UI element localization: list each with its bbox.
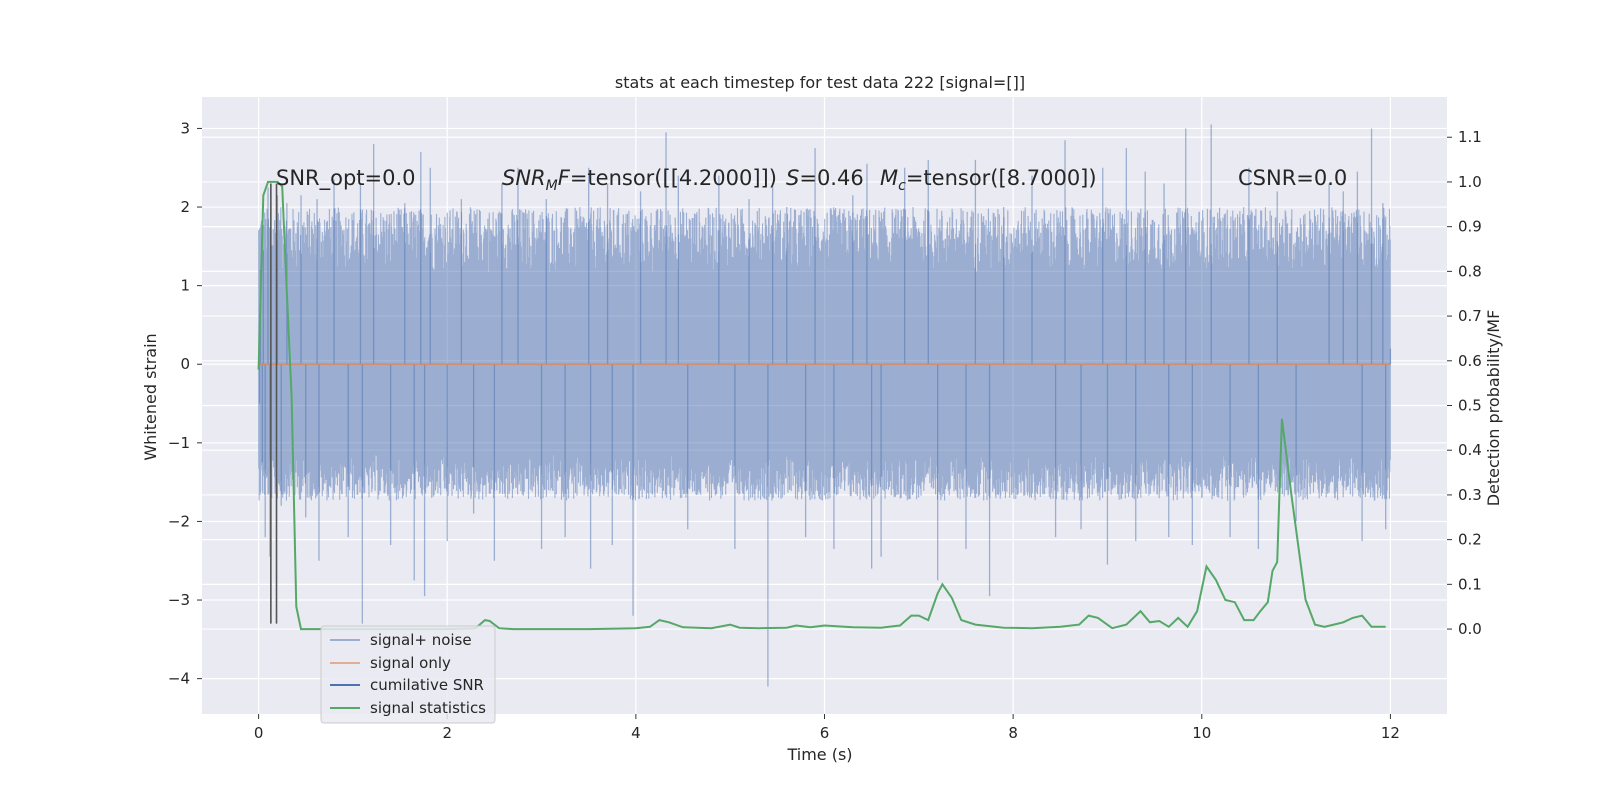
annotation-snr-mf: SNRMF=tensor([[4.2000]]) [502, 166, 777, 194]
text-layer: stats at each timestep for test data 222… [141, 73, 1503, 764]
y-tick-label-right: 0.3 [1458, 486, 1482, 504]
y-tick-label-right: 0.4 [1458, 441, 1482, 459]
signal-noise-band [258, 207, 1391, 501]
snr-mf-value: =tensor([[4.2000]]) [570, 166, 777, 190]
snr-mf-mid: F [558, 166, 571, 190]
snr-mf-sub: M [546, 178, 558, 194]
y-tick-label-left: −1 [168, 434, 190, 452]
legend-label-cumulative-snr: cumilative SNR [370, 676, 484, 694]
x-tick-label: 8 [1008, 724, 1018, 742]
y-tick-label-left: 1 [180, 277, 190, 295]
x-tick-label: 4 [631, 724, 641, 742]
x-axis-label: Time (s) [786, 745, 852, 764]
mc-sub: c [898, 178, 906, 194]
snr-mf-prefix: SNR [502, 166, 546, 190]
y-tick-label-right: 0.9 [1458, 218, 1482, 236]
y-tick-label-right: 0.2 [1458, 531, 1482, 549]
y-tick-label-right: 1.0 [1458, 173, 1482, 191]
x-tick-label: 12 [1381, 724, 1400, 742]
y-tick-label-right: 0.0 [1458, 620, 1482, 638]
y-tick-label-right: 1.1 [1458, 128, 1482, 146]
x-tick-label: 6 [820, 724, 830, 742]
y-tick-label-left: 3 [180, 119, 190, 137]
y-tick-label-left: 2 [180, 198, 190, 216]
y-tick-label-right: 0.5 [1458, 397, 1482, 415]
x-tick-label: 0 [254, 724, 264, 742]
x-tick-label: 10 [1192, 724, 1211, 742]
y-tick-label-right: 0.8 [1458, 262, 1482, 280]
y-tick-label-right: 0.6 [1458, 352, 1482, 370]
s-label: S [786, 166, 799, 190]
x-tick-label: 2 [442, 724, 452, 742]
annotation-csnr: CSNR=0.0 [1238, 166, 1347, 190]
y-tick-label-left: −2 [168, 512, 190, 530]
legend-label-signal-noise: signal+ noise [370, 631, 472, 649]
y-tick-label-right: 0.1 [1458, 575, 1482, 593]
legend-box [320, 625, 496, 724]
annotation-mc: Mc=tensor([8.7000]) [880, 166, 1097, 194]
y-tick-label-left: −3 [168, 591, 190, 609]
annotation-snr-opt: SNR_opt=0.0 [276, 166, 416, 191]
mc-label: M [880, 166, 898, 190]
annotation-s: S=0.46 [786, 166, 864, 190]
legend-label-signal-only: signal only [370, 654, 451, 672]
y-tick-label-right: 0.7 [1458, 307, 1482, 325]
legend-label-signal-statistics: signal statistics [370, 699, 486, 717]
y-axis-label-left: Whitened strain [141, 333, 160, 460]
s-value: =0.46 [799, 166, 863, 190]
signal-noise-series [258, 124, 1392, 687]
y-tick-label-left: −4 [168, 670, 190, 688]
y-tick-label-left: 0 [180, 355, 190, 373]
y-axis-label-right: Detection probability/MF [1484, 310, 1503, 507]
legend: signal+ noise signal only cumilative SNR… [320, 625, 496, 724]
chart-title: stats at each timestep for test data 222… [615, 73, 1025, 92]
mc-value: =tensor([8.7000]) [906, 166, 1097, 190]
